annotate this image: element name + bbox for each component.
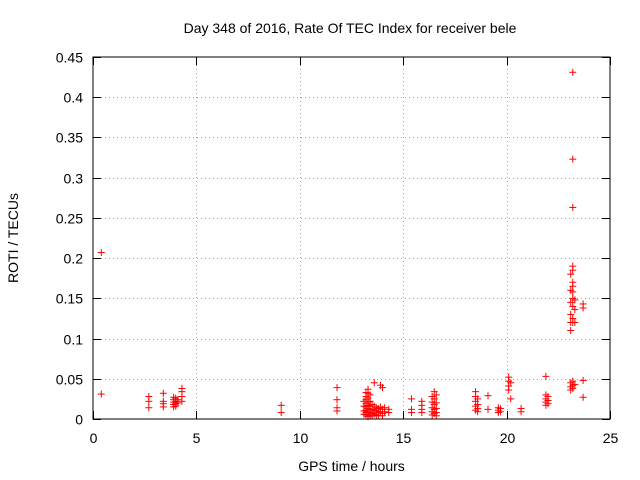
data-point <box>569 203 577 211</box>
y-tick-label: 0 <box>75 412 83 428</box>
data-point <box>174 399 182 407</box>
data-point <box>569 68 577 76</box>
data-point <box>579 393 587 401</box>
data-point <box>379 384 387 392</box>
data-point <box>484 392 492 400</box>
data-point <box>517 408 525 416</box>
y-tick-label: 0.1 <box>64 332 84 348</box>
y-axis-title: ROTI / TECUs <box>5 193 21 283</box>
x-tick-label: 20 <box>500 430 516 446</box>
data-point <box>571 296 579 304</box>
data-point <box>407 395 415 403</box>
y-tick-label: 0.15 <box>56 291 83 307</box>
x-tick-label: 15 <box>396 430 412 446</box>
data-point <box>496 408 504 416</box>
data-point <box>567 310 575 318</box>
data-point <box>567 298 575 306</box>
x-tick-label: 0 <box>90 430 98 446</box>
data-point <box>178 397 186 405</box>
x-tick-label: 5 <box>193 430 201 446</box>
data-point <box>385 409 393 417</box>
data-point <box>567 270 575 278</box>
data-point <box>567 327 575 335</box>
data-point <box>579 304 587 312</box>
x-axis-title: GPS time / hours <box>298 458 405 474</box>
data-point <box>571 380 579 388</box>
data-point <box>370 379 378 387</box>
data-point <box>569 155 577 163</box>
y-tick-label: 0.05 <box>56 372 83 388</box>
data-point <box>277 409 285 417</box>
data-point <box>97 390 105 398</box>
data-point <box>381 408 389 416</box>
y-tick-label: 0.25 <box>56 211 83 227</box>
data-point <box>333 384 341 392</box>
data-point <box>569 266 577 274</box>
data-point <box>507 395 515 403</box>
data-point <box>569 288 577 296</box>
x-tick-label: 25 <box>603 430 619 446</box>
x-tick-label: 10 <box>293 430 309 446</box>
axis-ticks <box>93 57 611 420</box>
y-tick-label: 0.35 <box>56 130 83 146</box>
data-point <box>407 409 415 417</box>
data-point <box>474 408 482 416</box>
data-point <box>159 403 167 411</box>
data-point <box>432 391 440 399</box>
data-point <box>145 397 153 405</box>
data-point <box>277 401 285 409</box>
data-point <box>418 409 426 417</box>
data-point <box>542 372 550 380</box>
y-tick-label: 0.4 <box>64 90 84 106</box>
data-point <box>333 396 341 404</box>
data-point <box>159 389 167 397</box>
axis-tick-labels: 0 5 10 15 20 25 0 0.05 0.1 0.15 0.2 0.25 0.3 0.35 0.4 0… <box>56 50 619 447</box>
chart-title: Day 348 of 2016, Rate Of TEC Index for r… <box>184 20 517 36</box>
data-point <box>505 386 513 394</box>
y-tick-label: 0.3 <box>64 171 84 187</box>
data-point <box>333 407 341 415</box>
data-point <box>569 384 577 392</box>
data-points <box>97 68 587 421</box>
y-tick-label: 0.2 <box>64 251 84 267</box>
grid-lines <box>93 57 610 419</box>
data-point <box>97 248 105 256</box>
y-tick-label: 0.45 <box>56 50 83 66</box>
data-point <box>507 379 515 387</box>
data-point <box>432 412 440 420</box>
data-point <box>145 404 153 412</box>
data-point <box>579 376 587 384</box>
data-point <box>366 391 374 399</box>
data-point <box>484 405 492 413</box>
data-point <box>379 412 387 420</box>
plot-frame <box>92 56 611 420</box>
data-point <box>571 306 579 314</box>
data-point <box>544 400 552 408</box>
data-point <box>571 318 579 326</box>
